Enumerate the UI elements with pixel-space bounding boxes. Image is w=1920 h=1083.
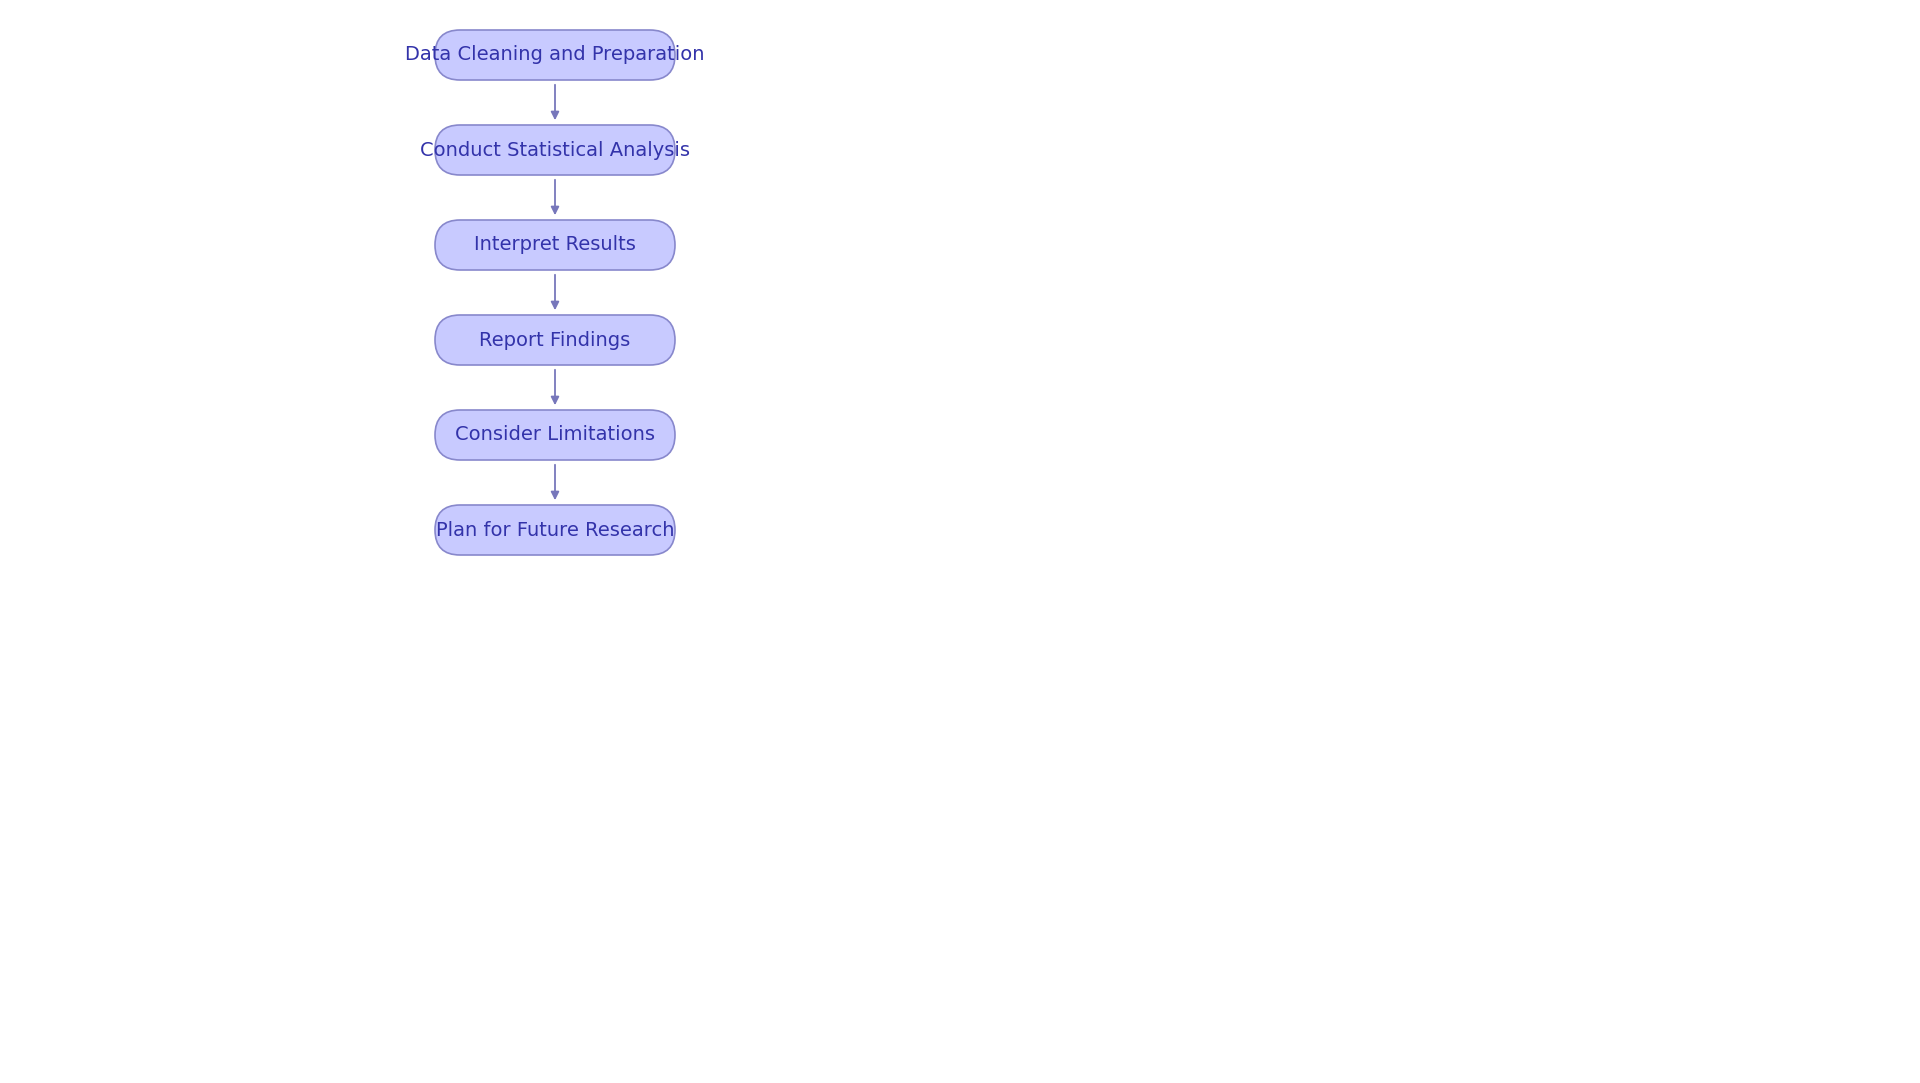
FancyBboxPatch shape bbox=[436, 30, 676, 80]
Text: Consider Limitations: Consider Limitations bbox=[455, 426, 655, 444]
FancyBboxPatch shape bbox=[436, 220, 676, 270]
Text: Data Cleaning and Preparation: Data Cleaning and Preparation bbox=[405, 45, 705, 65]
Text: Report Findings: Report Findings bbox=[480, 330, 630, 350]
FancyBboxPatch shape bbox=[436, 410, 676, 460]
Text: Conduct Statistical Analysis: Conduct Statistical Analysis bbox=[420, 141, 689, 159]
Text: Interpret Results: Interpret Results bbox=[474, 235, 636, 255]
Text: Plan for Future Research: Plan for Future Research bbox=[436, 521, 674, 539]
FancyBboxPatch shape bbox=[436, 125, 676, 175]
FancyBboxPatch shape bbox=[436, 505, 676, 554]
FancyBboxPatch shape bbox=[436, 315, 676, 365]
